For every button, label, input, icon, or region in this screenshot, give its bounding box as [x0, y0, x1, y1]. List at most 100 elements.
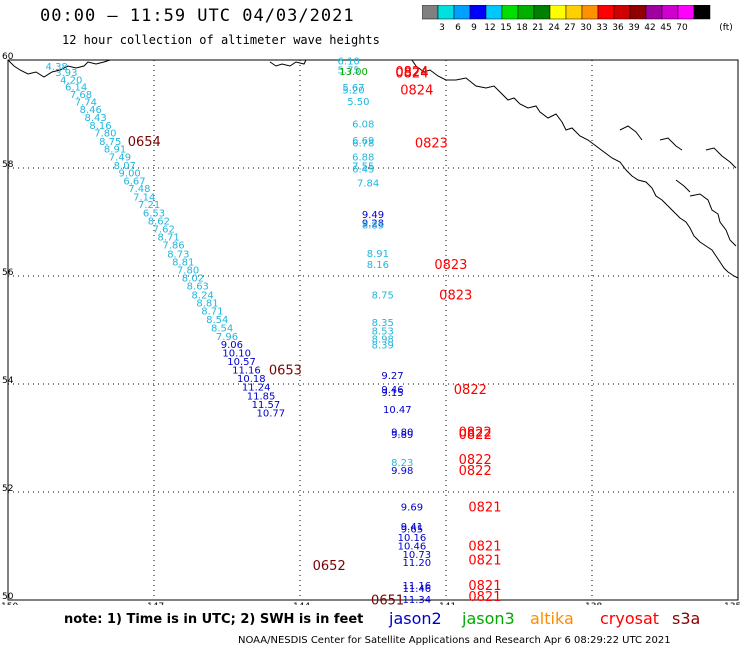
- wave-height-label: 7.68: [70, 90, 92, 101]
- wave-height-label: 8.54: [206, 315, 228, 326]
- wave-height-label: 4.20: [60, 75, 82, 86]
- wave-height-label: 8.23: [391, 458, 413, 469]
- lat-tick-label: 60: [2, 52, 14, 62]
- wave-height-label: 8.71: [201, 307, 223, 318]
- wave-height-label: 8.16: [89, 121, 111, 132]
- mission-jason3: jason3: [462, 609, 515, 628]
- wave-height-label: 8.73: [167, 249, 189, 260]
- colorbar-label: 33: [596, 23, 607, 33]
- colorbar-label: 15: [500, 23, 511, 33]
- wave-height-label: 8.62: [148, 216, 170, 227]
- wave-height-label: 8.46: [80, 105, 102, 116]
- coastline: [7, 59, 739, 279]
- wave-height-label: 7.80: [177, 266, 199, 277]
- wave-height-label: 11.20: [402, 558, 431, 569]
- wave-height-label: 8.91: [104, 145, 126, 156]
- wave-height-label: 9.65: [401, 525, 423, 536]
- wave-height-label: 10.10: [222, 349, 251, 360]
- wave-height-label: 7.14: [133, 193, 155, 204]
- wave-height-label: 7.55: [352, 161, 374, 172]
- pass-time-label: 0821: [468, 554, 501, 569]
- pass-time-label: 0822: [459, 453, 492, 468]
- wave-height-label: 6.69: [352, 136, 374, 147]
- mission-jason2: jason2: [389, 609, 442, 628]
- wave-height-label: 9.80: [391, 428, 413, 439]
- lon-tick-label: -147: [144, 602, 164, 605]
- wave-height-label: 10.46: [398, 541, 427, 552]
- wave-height-label: 9.00: [119, 168, 141, 179]
- wave-height-label: 8.35: [372, 318, 394, 329]
- wave-height-label: 9.89: [391, 430, 413, 441]
- pass-time-label: 0652: [313, 559, 346, 574]
- wave-height-label: 11.16: [232, 365, 261, 376]
- wave-height-label: 8.71: [157, 233, 179, 244]
- wave-height-label: 8.53: [372, 327, 394, 338]
- pass-time-label: 0654: [128, 135, 161, 150]
- wave-height-label: 10.16: [398, 533, 427, 544]
- island-coastline: [619, 125, 737, 247]
- colorbar-label: 6: [455, 23, 461, 33]
- wave-height-label: 8.39: [372, 341, 394, 352]
- wave-height-label: 9.41: [401, 522, 423, 533]
- wave-height-label: 7.48: [128, 184, 150, 195]
- wave-height-label: 3.93: [55, 68, 77, 79]
- colorbar-label: 12: [484, 23, 495, 33]
- wave-height-label: 9.46: [381, 385, 403, 396]
- lon-tick-label: -141: [436, 602, 456, 605]
- wave-height-label: 11.16: [402, 581, 431, 592]
- wave-height-label: 7.86: [162, 241, 184, 252]
- wave-height-label: 10.73: [402, 550, 431, 561]
- colorbar-label: 27: [564, 23, 575, 33]
- credit-line: NOAA/NESDIS Center for Satellite Applica…: [238, 635, 671, 646]
- wave-height-label: 6.10: [338, 57, 360, 68]
- pass-time-label: 0824: [395, 65, 428, 80]
- wave-height-label: 9.06: [221, 340, 243, 351]
- wave-height-label: 10.57: [227, 357, 256, 368]
- lat-tick-label: 54: [2, 376, 14, 386]
- wave-height-label: 8.43: [84, 113, 106, 124]
- wave-height-label: 5.50: [347, 97, 369, 108]
- pass-time-label: 0824: [400, 84, 433, 99]
- lat-tick-label: 56: [2, 268, 14, 278]
- map-subtitle: 12 hour collection of altimeter wave hei…: [62, 33, 380, 47]
- wave-height-label: 8.81: [172, 257, 194, 268]
- wave-height-label: 4.38: [46, 62, 68, 73]
- pass-time-label: 0824: [395, 66, 428, 81]
- wave-height-label: 7.49: [109, 153, 131, 164]
- wave-height-label: 7.21: [138, 200, 160, 211]
- wave-height-label: 8.16: [367, 260, 389, 271]
- wave-height-label: 8.75: [99, 137, 121, 148]
- lat-tick-label: 52: [2, 484, 13, 494]
- colorbar-label: 42: [644, 23, 655, 33]
- wave-height-label: 8.02: [182, 274, 204, 285]
- colorbar-label: 24: [548, 23, 560, 33]
- wave-height-label: 7.62: [153, 224, 175, 235]
- colorbar-label: 30: [580, 23, 592, 33]
- wave-height-label: 8.98: [372, 335, 394, 346]
- lon-tick-label: -135: [721, 602, 740, 605]
- colorbar-label: 70: [676, 23, 688, 33]
- pass-time-label: 0653: [269, 363, 302, 378]
- wave-height-label: 9.98: [391, 466, 413, 477]
- wave-height-label: 7.74: [75, 98, 97, 109]
- map-frame: [7, 59, 739, 601]
- wave-height-label: 6.53: [143, 208, 165, 219]
- lon-tick-label: -150: [0, 602, 18, 605]
- wave-height-label: 5.20: [342, 86, 364, 97]
- colorbar-label: 39: [628, 23, 640, 33]
- wave-height-label: 7.84: [357, 179, 379, 190]
- colorbar-swatch: [693, 5, 711, 20]
- pass-time-label: 0823: [439, 288, 472, 303]
- pass-time-label: 0821: [468, 590, 501, 605]
- wave-height-label: 10.77: [256, 409, 285, 420]
- pass-time-label: 0821: [468, 579, 501, 594]
- wave-height-label: 8.81: [196, 298, 218, 309]
- pass-time-label: 0823: [434, 258, 467, 273]
- mission-s3a: s3a: [672, 609, 701, 628]
- footer-note: note: 1) Time is in UTC; 2) SWH is in fe…: [64, 612, 364, 627]
- wave-height-label: 9.49: [362, 210, 384, 221]
- wave-height-label: 7.96: [216, 332, 238, 343]
- pass-time-label: 0821: [468, 501, 501, 516]
- wave-height-label: 9.28: [362, 219, 384, 230]
- colorbar-label: 18: [516, 23, 528, 33]
